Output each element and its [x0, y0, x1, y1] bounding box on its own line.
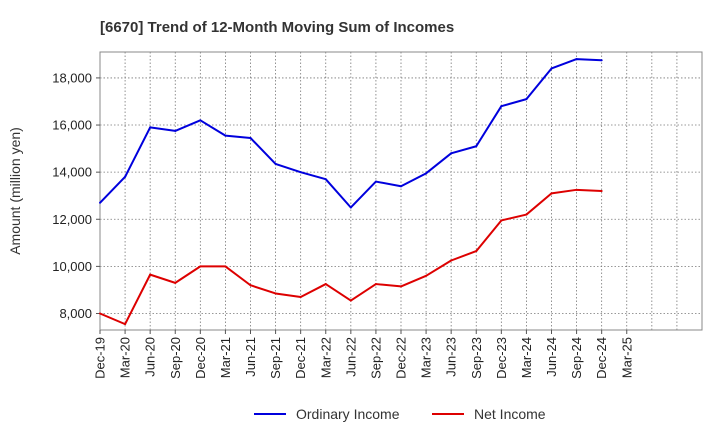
data-point: [600, 59, 603, 62]
x-tick-label: Jun-21: [243, 337, 258, 377]
data-point: [324, 178, 327, 181]
data-point: [475, 250, 478, 253]
y-tick-label: 18,000: [52, 70, 92, 85]
x-tick-label: Dec-22: [394, 337, 409, 379]
data-point: [425, 172, 428, 175]
data-point: [349, 299, 352, 302]
x-tick-label: Dec-21: [293, 337, 308, 379]
data-point: [99, 201, 101, 204]
data-point: [124, 323, 127, 326]
x-tick-label: Sep-21: [268, 337, 283, 379]
data-point: [500, 105, 503, 108]
x-tick-label: Mar-21: [218, 337, 233, 378]
data-point: [550, 192, 553, 195]
legend: Ordinary Income Net Income: [254, 406, 546, 422]
data-point: [224, 134, 227, 137]
x-tick-label: Jun-24: [544, 337, 559, 377]
x-tick-label: Sep-22: [368, 337, 383, 379]
y-tick-label: 14,000: [52, 165, 92, 180]
data-point: [299, 296, 302, 299]
y-tick-label: 16,000: [52, 118, 92, 133]
x-tick-label: Dec-20: [193, 337, 208, 379]
data-point: [99, 312, 101, 315]
x-tick-label: Mar-22: [318, 337, 333, 378]
data-point: [575, 188, 578, 191]
x-tick-label: Jun-23: [444, 337, 459, 377]
series-lines: [99, 58, 603, 326]
data-point: [199, 119, 202, 122]
y-tick-label: 12,000: [52, 212, 92, 227]
y-tick-label: 10,000: [52, 259, 92, 274]
x-tick-label: Mar-24: [519, 337, 534, 378]
data-point: [149, 273, 152, 276]
data-point: [374, 180, 377, 183]
data-point: [174, 281, 177, 284]
x-tick-label: Mar-20: [118, 337, 133, 378]
x-tick-label: Mar-23: [419, 337, 434, 378]
data-point: [600, 190, 603, 192]
x-tick-label: Jun-20: [143, 337, 158, 377]
legend-label: Ordinary Income: [296, 406, 400, 422]
data-point: [475, 145, 478, 148]
data-point: [274, 162, 277, 165]
data-point: [450, 152, 453, 155]
data-point: [124, 175, 127, 178]
data-point: [500, 219, 503, 222]
x-tick-label: Sep-23: [469, 337, 484, 379]
data-point: [575, 58, 578, 61]
x-tick-label: Dec-24: [594, 337, 609, 379]
y-axis-ticks: 8,000 10,000 12,000 14,000 16,000 18,000: [52, 70, 100, 321]
data-point: [274, 292, 277, 295]
data-point: [400, 285, 402, 288]
x-tick-label: Sep-20: [168, 337, 183, 379]
legend-label: Net Income: [474, 406, 546, 422]
x-tick-label: Jun-22: [343, 337, 358, 377]
data-point: [400, 185, 402, 188]
chart-title: [6670] Trend of 12-Month Moving Sum of I…: [100, 19, 454, 36]
data-point: [374, 283, 377, 286]
data-point: [199, 265, 202, 268]
y-tick-label: 8,000: [59, 306, 92, 321]
data-point: [249, 284, 252, 287]
data-point: [224, 265, 227, 268]
x-axis-ticks: Dec-19 Mar-20 Jun-20 Sep-20 Dec-20 Mar-21 Jun-…: [93, 330, 634, 379]
data-point: [249, 136, 252, 139]
x-tick-label: Mar-25: [619, 337, 634, 378]
data-point: [550, 67, 553, 70]
data-point: [349, 206, 352, 209]
x-tick-label: Dec-23: [494, 337, 509, 379]
data-point: [450, 259, 453, 262]
plot-area-frame: [99, 51, 703, 331]
data-point: [525, 98, 528, 101]
data-point: [324, 283, 327, 286]
data-point: [149, 126, 152, 129]
data-point: [525, 213, 528, 216]
x-tick-label: Sep-24: [569, 337, 584, 379]
data-point: [174, 129, 177, 132]
grid: [100, 52, 702, 330]
data-point: [425, 274, 428, 277]
data-point: [299, 171, 302, 174]
y-axis-label: Amount (million yen): [7, 127, 23, 255]
x-tick-label: Dec-19: [93, 337, 108, 379]
